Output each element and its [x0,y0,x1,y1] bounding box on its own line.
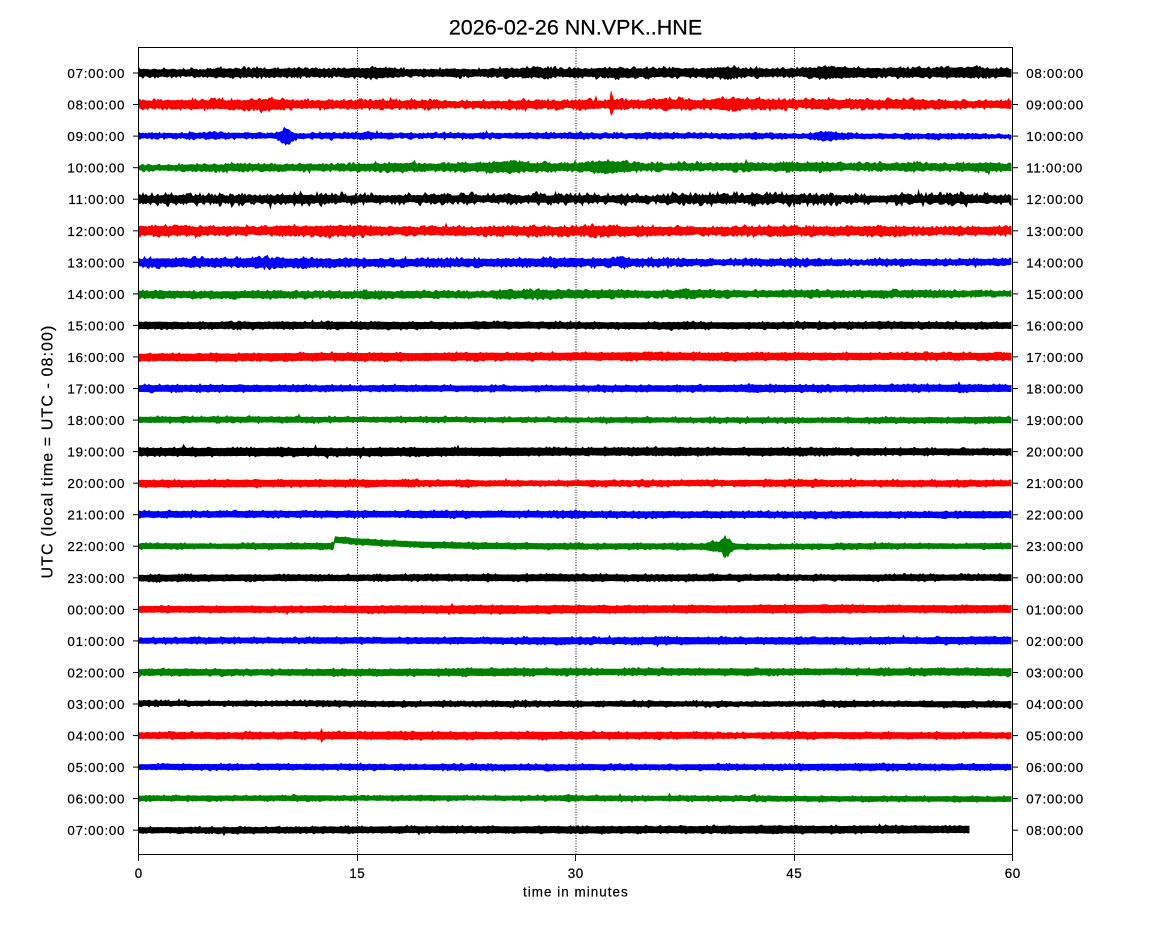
svg-text:12:00:00: 12:00:00 [67,224,125,239]
svg-text:04:00:00: 04:00:00 [1026,697,1084,712]
svg-text:20:00:00: 20:00:00 [67,476,125,491]
svg-text:18:00:00: 18:00:00 [1026,382,1084,397]
svg-text:00:00:00: 00:00:00 [67,602,125,617]
svg-text:07:00:00: 07:00:00 [1026,792,1084,807]
svg-text:23:00:00: 23:00:00 [1026,539,1084,554]
svg-text:16:00:00: 16:00:00 [1026,318,1084,333]
svg-text:07:00:00: 07:00:00 [67,66,125,81]
svg-text:22:00:00: 22:00:00 [67,539,125,554]
svg-text:03:00:00: 03:00:00 [1026,666,1084,681]
svg-text:21:00:00: 21:00:00 [67,508,125,523]
svg-text:06:00:00: 06:00:00 [1026,760,1084,775]
svg-text:22:00:00: 22:00:00 [1026,508,1084,523]
svg-text:23:00:00: 23:00:00 [67,571,125,586]
svg-text:00:00:00: 00:00:00 [1026,571,1084,586]
svg-text:05:00:00: 05:00:00 [1026,729,1084,744]
svg-text:30: 30 [568,866,584,881]
svg-text:02:00:00: 02:00:00 [1026,634,1084,649]
svg-text:05:00:00: 05:00:00 [67,760,125,775]
svg-text:0: 0 [135,866,143,881]
svg-text:01:00:00: 01:00:00 [1026,602,1084,617]
svg-text:08:00:00: 08:00:00 [67,98,125,113]
svg-text:19:00:00: 19:00:00 [1026,413,1084,428]
svg-text:16:00:00: 16:00:00 [67,350,125,365]
svg-text:15:00:00: 15:00:00 [67,318,125,333]
svg-text:UTC (local time = UTC - 08:00): UTC (local time = UTC - 08:00) [39,325,56,579]
svg-text:17:00:00: 17:00:00 [1026,350,1084,365]
svg-text:02:00:00: 02:00:00 [67,666,125,681]
svg-text:04:00:00: 04:00:00 [67,729,125,744]
svg-text:60: 60 [1005,866,1021,881]
svg-text:06:00:00: 06:00:00 [67,792,125,807]
svg-text:15:00:00: 15:00:00 [1026,287,1084,302]
svg-text:20:00:00: 20:00:00 [1026,445,1084,460]
svg-text:14:00:00: 14:00:00 [1026,255,1084,270]
svg-text:14:00:00: 14:00:00 [67,287,125,302]
svg-text:17:00:00: 17:00:00 [67,382,125,397]
svg-text:08:00:00: 08:00:00 [1026,823,1084,838]
svg-text:09:00:00: 09:00:00 [1026,98,1084,113]
svg-text:13:00:00: 13:00:00 [67,255,125,270]
svg-text:07:00:00: 07:00:00 [67,823,125,838]
svg-text:19:00:00: 19:00:00 [67,445,125,460]
svg-text:11:00:00: 11:00:00 [1026,161,1083,176]
svg-text:09:00:00: 09:00:00 [67,129,125,144]
svg-text:21:00:00: 21:00:00 [1026,476,1084,491]
svg-text:03:00:00: 03:00:00 [67,697,125,712]
svg-text:12:00:00: 12:00:00 [1026,192,1084,207]
svg-text:15: 15 [349,866,365,881]
svg-text:01:00:00: 01:00:00 [67,634,125,649]
svg-text:13:00:00: 13:00:00 [1026,224,1084,239]
svg-text:45: 45 [786,866,802,881]
svg-text:11:00:00: 11:00:00 [68,192,125,207]
svg-text:2026-02-26 NN.VPK..HNE: 2026-02-26 NN.VPK..HNE [449,15,702,39]
svg-text:time in minutes: time in minutes [523,885,629,900]
svg-text:18:00:00: 18:00:00 [67,413,125,428]
svg-text:10:00:00: 10:00:00 [67,161,125,176]
svg-text:10:00:00: 10:00:00 [1026,129,1084,144]
svg-text:08:00:00: 08:00:00 [1026,66,1084,81]
